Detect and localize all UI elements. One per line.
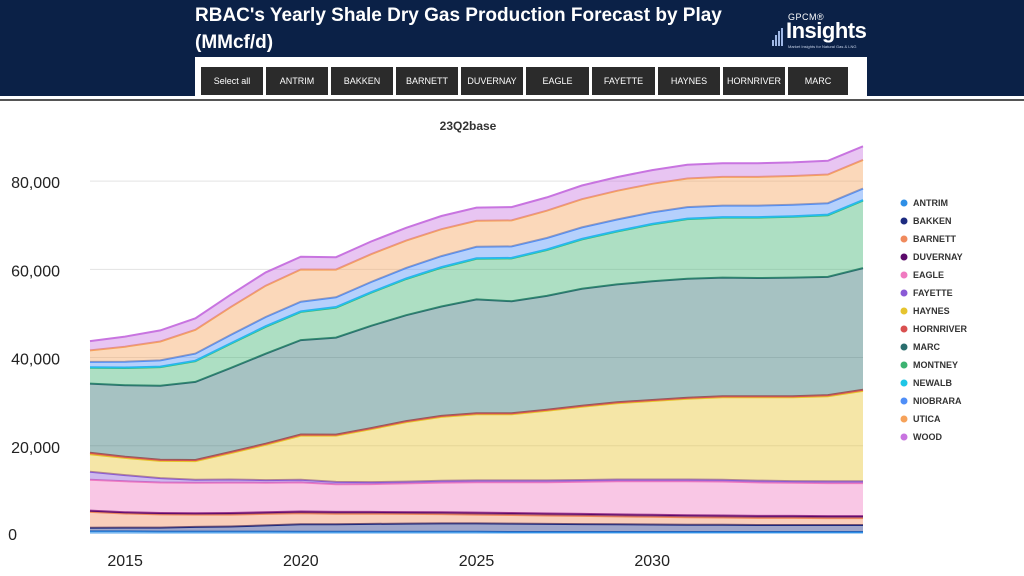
legend-item-niobrara[interactable]: NIOBRARA bbox=[900, 396, 962, 406]
legend-label: NEWALB bbox=[913, 378, 952, 388]
page-title: RBAC's Yearly Shale Dry Gas Production F… bbox=[195, 5, 722, 53]
tab-duvernay[interactable]: DUVERNAY bbox=[461, 67, 523, 95]
area-barnett bbox=[90, 511, 863, 528]
chart-title: 23Q2base bbox=[440, 119, 497, 133]
line-fayette bbox=[89, 470, 863, 484]
x-tick-label: 2015 bbox=[107, 553, 143, 570]
legend-item-newalb[interactable]: NEWALB bbox=[900, 378, 953, 388]
logo-small-text: GPCM® bbox=[788, 12, 825, 22]
area-niobrara bbox=[90, 188, 863, 368]
shale-gas-area-chart: 23Q2base 0 20,000 40,000 60,000 80,000 2015 2… bbox=[8, 119, 968, 570]
legend-label: HORNRIVER bbox=[913, 324, 968, 334]
legend-swatch bbox=[900, 325, 908, 333]
legend-swatch bbox=[900, 199, 908, 207]
legend-item-hornriver[interactable]: HORNRIVER bbox=[900, 324, 968, 334]
legend-label: MONTNEY bbox=[913, 360, 958, 370]
line-eagle bbox=[89, 478, 863, 486]
legend-item-fayette[interactable]: FAYETTE bbox=[900, 288, 953, 298]
legend-item-bakken[interactable]: BAKKEN bbox=[900, 216, 952, 226]
legend-label: BAKKEN bbox=[913, 216, 952, 226]
area-eagle bbox=[90, 479, 863, 517]
legend-swatch bbox=[900, 253, 908, 261]
legend-swatch bbox=[900, 217, 908, 225]
tab-select-all[interactable]: Select all bbox=[201, 67, 263, 95]
legend-label: WOOD bbox=[913, 432, 942, 442]
header-divider bbox=[0, 99, 1024, 101]
y-tick-label: 60,000 bbox=[11, 263, 60, 280]
legend-item-utica[interactable]: UTICA bbox=[900, 414, 941, 424]
legend-item-antrim[interactable]: ANTRIM bbox=[900, 198, 949, 208]
line-newalb bbox=[89, 199, 864, 369]
y-tick-label: 40,000 bbox=[11, 352, 60, 369]
tab-antrim[interactable]: ANTRIM bbox=[266, 67, 328, 95]
line-bakken bbox=[89, 522, 863, 529]
line-duvernay bbox=[89, 509, 863, 518]
legend-item-wood[interactable]: WOOD bbox=[900, 432, 943, 442]
area-utica bbox=[90, 159, 863, 362]
y-tick-label: 0 bbox=[8, 527, 17, 544]
logo-wordmark: Insights bbox=[786, 18, 867, 43]
tab-hornriver[interactable]: HORNRIVER bbox=[723, 67, 785, 95]
tab-fayette[interactable]: FAYETTE bbox=[592, 67, 655, 95]
gpcm-insights-logo: GPCM® Insights Market Insights for Natur… bbox=[772, 12, 872, 52]
line-barnett bbox=[89, 510, 863, 520]
line-wood bbox=[89, 145, 864, 343]
x-tick-label: 2025 bbox=[459, 553, 495, 570]
legend-swatch bbox=[900, 235, 908, 243]
legend-swatch bbox=[900, 379, 908, 387]
legend-label: UTICA bbox=[913, 414, 941, 424]
y-tick-label: 20,000 bbox=[11, 440, 60, 457]
play-tab-bar: Select all ANTRIM BAKKEN BARNETT DUVERNA… bbox=[195, 57, 867, 99]
tab-barnett[interactable]: BARNETT bbox=[396, 67, 458, 95]
legend-label: HAYNES bbox=[913, 306, 950, 316]
area-haynes bbox=[90, 390, 863, 483]
legend-label: ANTRIM bbox=[913, 198, 948, 208]
legend-item-eagle[interactable]: EAGLE bbox=[900, 270, 945, 280]
legend-swatch bbox=[900, 271, 908, 279]
legend-item-montney[interactable]: MONTNEY bbox=[900, 360, 959, 370]
legend-swatch bbox=[900, 415, 908, 423]
line-utica bbox=[89, 158, 864, 352]
line-marc bbox=[89, 267, 864, 387]
line-niobrara bbox=[89, 187, 864, 363]
y-tick-label: 80,000 bbox=[11, 175, 60, 192]
legend-swatch bbox=[900, 433, 908, 441]
tab-marc[interactable]: MARC bbox=[788, 67, 848, 95]
legend-label: BARNETT bbox=[913, 234, 956, 244]
area-marc bbox=[90, 268, 863, 460]
tab-eagle[interactable]: EAGLE bbox=[526, 67, 589, 95]
legend-swatch bbox=[900, 307, 908, 315]
legend-swatch bbox=[900, 343, 908, 351]
line-antrim bbox=[90, 530, 863, 533]
line-hornriver bbox=[89, 388, 864, 462]
area-montney bbox=[90, 200, 863, 386]
legend-item-duvernay[interactable]: DUVERNAY bbox=[900, 252, 963, 262]
legend-swatch bbox=[900, 289, 908, 297]
tab-haynes[interactable]: HAYNES bbox=[658, 67, 720, 95]
area-fayette bbox=[90, 471, 863, 485]
legend-label: EAGLE bbox=[913, 270, 944, 280]
legend-label: NIOBRARA bbox=[913, 396, 962, 406]
legend-label: DUVERNAY bbox=[913, 252, 963, 262]
legend-swatch bbox=[900, 361, 908, 369]
legend-label: FAYETTE bbox=[913, 288, 953, 298]
tab-bakken[interactable]: BAKKEN bbox=[331, 67, 393, 95]
x-tick-label: 2030 bbox=[634, 553, 670, 570]
area-wood bbox=[90, 146, 863, 351]
legend-item-barnett[interactable]: BARNETT bbox=[900, 234, 957, 244]
logo-tagline: Market Insights for Natural Gas & LNG bbox=[788, 44, 857, 49]
legend-swatch bbox=[900, 397, 908, 405]
legend-item-marc[interactable]: MARC bbox=[900, 342, 941, 352]
x-tick-label: 2020 bbox=[283, 553, 319, 570]
legend-label: MARC bbox=[913, 342, 940, 352]
bar-chart-icon bbox=[772, 28, 784, 46]
legend-item-haynes[interactable]: HAYNES bbox=[900, 306, 950, 316]
